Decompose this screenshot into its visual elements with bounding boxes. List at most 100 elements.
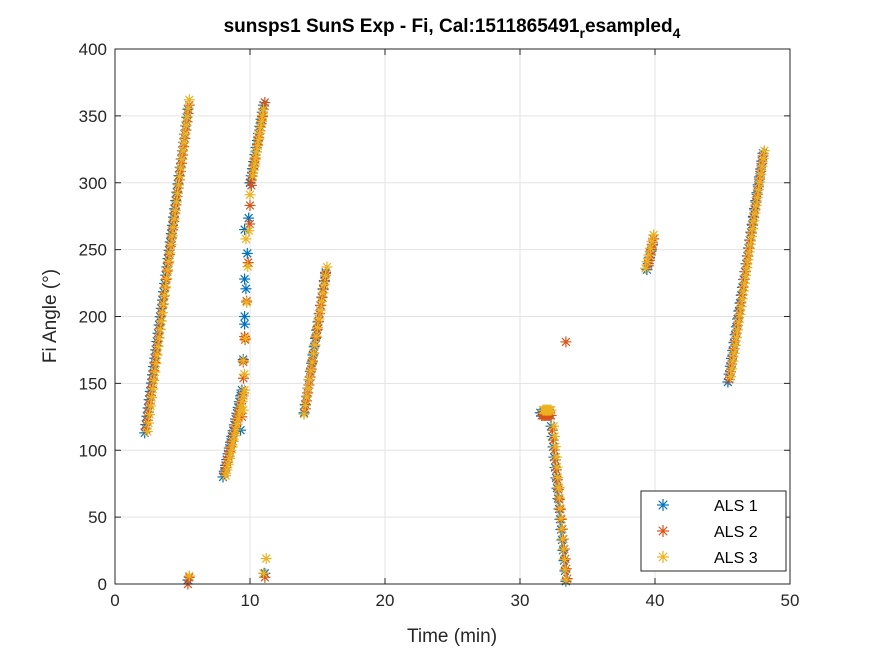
data-point <box>168 213 180 225</box>
y-axis-label: Fi Angle (°) <box>40 269 61 363</box>
data-point <box>310 330 322 342</box>
data-point <box>163 255 175 267</box>
data-point <box>154 323 166 335</box>
data-point <box>740 269 752 281</box>
data-point <box>180 119 192 131</box>
ticks: 0 10 20 30 40 50 0 50 100 150 200 250 300 350 400 <box>79 40 800 610</box>
title-subscript-1: r <box>579 25 585 41</box>
x-tick-label: 10 <box>241 591 260 610</box>
data-point <box>242 261 254 273</box>
legend-marker <box>657 551 669 563</box>
legend-entry: ALS 1 <box>714 498 758 515</box>
data-point <box>317 287 329 299</box>
x-axis-label: Time (min) <box>407 626 497 647</box>
data-markers <box>139 94 770 590</box>
legend-marker <box>657 499 669 511</box>
data-point <box>144 409 156 421</box>
y-tick-label: 50 <box>88 508 107 527</box>
data-point <box>244 199 256 211</box>
data-point <box>548 420 560 432</box>
data-point <box>175 162 187 174</box>
data-point <box>551 461 563 473</box>
data-point <box>641 256 653 268</box>
x-tick-label: 20 <box>376 591 395 610</box>
data-point <box>755 168 767 180</box>
data-point <box>316 296 328 308</box>
data-point <box>169 204 181 216</box>
data-point <box>758 145 770 157</box>
data-point <box>646 236 658 248</box>
data-point <box>303 374 315 386</box>
title-main: sunsps1 SunS Exp - Fi, Cal:1511865491 <box>224 16 580 37</box>
title-middle: esampled <box>585 16 673 37</box>
data-point <box>558 553 570 565</box>
data-point <box>166 230 178 242</box>
data-point <box>644 242 656 254</box>
data-point <box>239 273 251 285</box>
data-point <box>243 225 255 237</box>
data-point <box>305 365 317 377</box>
data-point <box>252 140 264 152</box>
legend-marker <box>657 525 669 537</box>
data-point <box>167 221 179 233</box>
data-point <box>153 332 165 344</box>
data-point <box>739 277 751 289</box>
y-tick-label: 100 <box>79 441 107 460</box>
data-point <box>749 207 761 219</box>
data-point <box>157 298 169 310</box>
data-point <box>150 357 162 369</box>
data-point <box>743 246 755 258</box>
legend-entry: ALS 3 <box>714 550 758 567</box>
data-point <box>559 564 571 576</box>
data-point <box>239 311 251 322</box>
data-point <box>239 318 251 330</box>
data-point <box>754 176 766 188</box>
data-point <box>643 249 655 261</box>
data-point <box>747 223 759 235</box>
data-point <box>237 404 249 416</box>
data-point <box>151 349 163 361</box>
data-point <box>730 332 742 344</box>
data-point <box>248 164 260 176</box>
data-point <box>164 247 176 259</box>
data-point <box>550 451 562 463</box>
data-point <box>746 230 758 242</box>
data-point <box>182 102 194 114</box>
data-point <box>240 283 252 295</box>
data-point <box>744 238 756 250</box>
data-point <box>557 543 569 555</box>
x-tick-label: 30 <box>511 591 530 610</box>
data-point <box>736 293 748 305</box>
data-point <box>727 355 739 367</box>
data-point <box>741 262 753 274</box>
data-point <box>259 97 271 108</box>
legend-items: ALS 1 ALS 2 ALS 3 <box>657 498 758 567</box>
data-point <box>320 270 332 282</box>
data-point <box>181 111 193 123</box>
data-point <box>733 316 745 328</box>
data-point <box>725 371 737 383</box>
data-point <box>149 366 161 378</box>
data-point <box>178 136 190 148</box>
data-point <box>312 322 323 334</box>
data-point <box>554 502 566 514</box>
data-point <box>753 184 765 196</box>
data-point <box>155 315 167 327</box>
data-point <box>238 368 250 380</box>
x-tick-label: 0 <box>110 591 119 610</box>
data-point <box>552 471 564 483</box>
data-point <box>735 301 747 313</box>
data-point <box>307 348 319 360</box>
data-point <box>726 363 738 375</box>
data-point <box>729 340 741 352</box>
data-point <box>145 400 157 412</box>
data-point <box>258 103 269 115</box>
series-3 <box>141 94 770 586</box>
y-tick-label: 350 <box>79 107 107 126</box>
data-point <box>742 254 754 266</box>
data-point <box>244 189 256 201</box>
data-point <box>142 417 154 429</box>
data-point <box>756 160 768 172</box>
data-point <box>174 170 186 182</box>
